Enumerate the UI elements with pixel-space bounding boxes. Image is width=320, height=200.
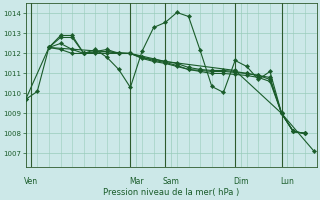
X-axis label: Pression niveau de la mer( hPa ): Pression niveau de la mer( hPa ) xyxy=(103,188,239,197)
